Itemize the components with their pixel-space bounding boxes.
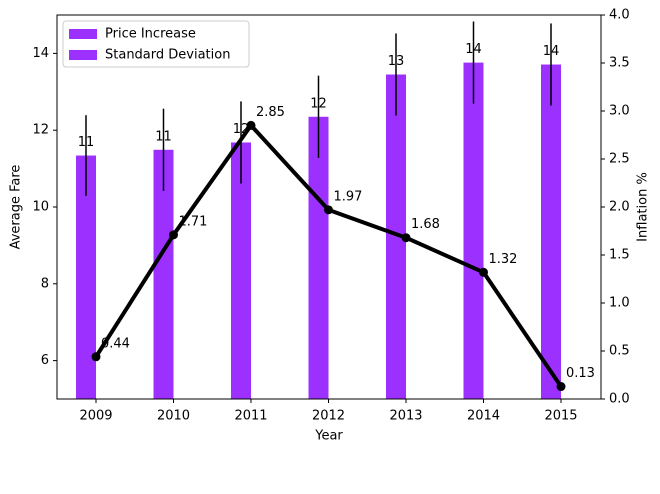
line-value-label: 1.97 bbox=[334, 189, 363, 204]
y2-tick-label: 2.5 bbox=[609, 152, 630, 167]
bar-value-label: 11 bbox=[155, 129, 172, 144]
y2-tick-label: 1.5 bbox=[609, 248, 630, 263]
bar-value-label: 14 bbox=[543, 44, 560, 59]
y2-tick-label: 3.5 bbox=[609, 56, 630, 71]
x-tick-label: 2011 bbox=[234, 409, 267, 424]
line-point bbox=[401, 233, 411, 243]
y2-tick-label: 4.0 bbox=[609, 8, 630, 23]
y2-tick-label: 3.0 bbox=[609, 104, 630, 119]
y-tick-label: 8 bbox=[41, 276, 49, 291]
x-tick-label: 2014 bbox=[467, 409, 500, 424]
line-point bbox=[169, 230, 178, 240]
line-point bbox=[479, 267, 488, 277]
line-value-label: 0.13 bbox=[566, 366, 595, 381]
y-tick-label: 6 bbox=[41, 353, 49, 368]
bar bbox=[76, 155, 96, 399]
x-tick-label: 2009 bbox=[79, 409, 112, 424]
y-tick-label: 14 bbox=[32, 46, 49, 61]
y2-tick-label: 2.0 bbox=[609, 200, 630, 215]
line-point bbox=[556, 382, 566, 392]
bar bbox=[231, 142, 251, 399]
bar-value-label: 12 bbox=[310, 96, 327, 111]
line-point bbox=[246, 120, 256, 130]
line-value-label: 0.44 bbox=[101, 336, 130, 351]
bar-value-label: 14 bbox=[465, 42, 482, 57]
y-axis-label: Average Fare bbox=[9, 165, 24, 250]
x-tick-label: 2012 bbox=[312, 409, 345, 424]
legend-box bbox=[62, 20, 250, 68]
bar-value-label: 11 bbox=[78, 135, 95, 150]
legend-swatch bbox=[69, 50, 97, 60]
bar bbox=[541, 64, 561, 399]
bar bbox=[386, 74, 406, 400]
legend-label: Price Increase bbox=[105, 27, 196, 42]
y2-tick-label: 0.5 bbox=[609, 344, 630, 359]
x-tick-label: 2010 bbox=[157, 409, 190, 424]
y-tick-label: 12 bbox=[32, 123, 49, 138]
line-value-label: 1.32 bbox=[489, 252, 518, 267]
x-axis-label: Year bbox=[314, 429, 343, 444]
y2-tick-label: 1.0 bbox=[609, 296, 630, 311]
legend-swatch bbox=[69, 29, 97, 39]
bar bbox=[153, 149, 174, 399]
bar bbox=[308, 116, 329, 399]
line-point bbox=[324, 205, 333, 215]
line-value-label: 2.85 bbox=[256, 105, 285, 120]
line-point bbox=[91, 352, 101, 362]
x-tick-label: 2013 bbox=[389, 409, 422, 424]
legend-label: Standard Deviation bbox=[105, 48, 230, 63]
x-tick-label: 2015 bbox=[544, 409, 577, 424]
y-tick-label: 10 bbox=[32, 200, 49, 215]
line-value-label: 1.71 bbox=[179, 214, 208, 229]
line-value-label: 1.68 bbox=[411, 217, 440, 232]
bar bbox=[463, 62, 484, 400]
y2-axis-label: Inflation % bbox=[636, 172, 651, 242]
bar-value-label: 13 bbox=[388, 54, 405, 69]
y2-tick-label: 0.0 bbox=[609, 392, 630, 407]
